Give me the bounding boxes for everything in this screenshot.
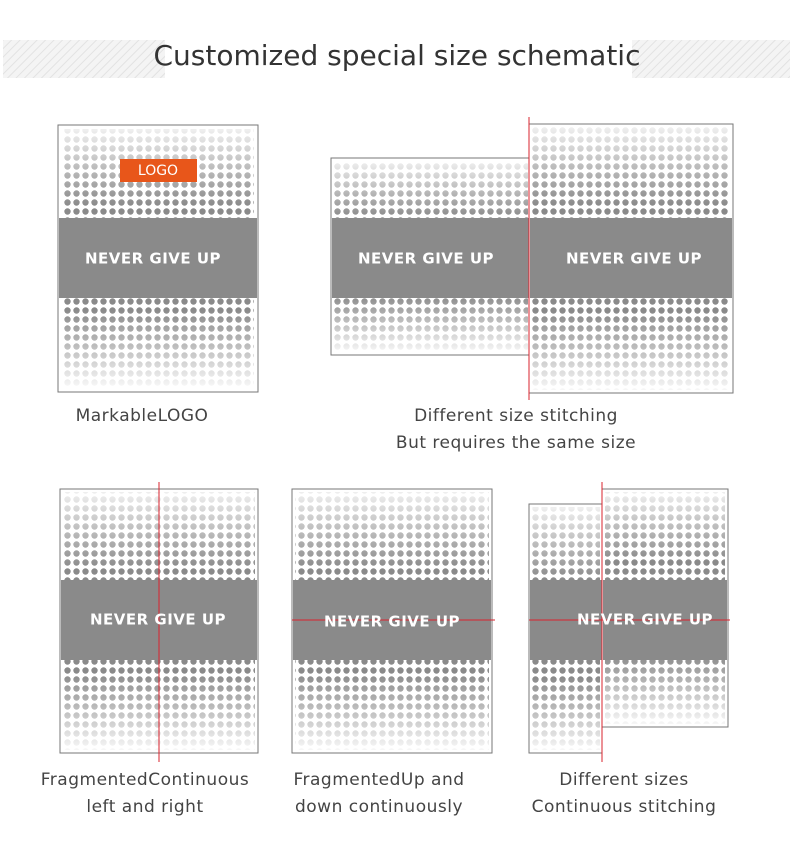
title-deco	[632, 40, 790, 78]
caption: But requires the same size	[396, 433, 636, 453]
slogan: NEVER GIVE UP	[324, 613, 460, 631]
caption: down continuously	[295, 797, 463, 817]
title: Customized special size schematic	[154, 39, 641, 72]
logo: LOGO	[138, 163, 178, 179]
caption: left and right	[86, 797, 203, 817]
slogan: NEVER GIVE UP	[577, 611, 713, 629]
panel: NEVER GIVE UP FragmentedUp and down cont…	[291, 488, 495, 817]
caption: Different sizes	[559, 770, 688, 790]
panel: NEVER GIVE UP Different sizes Continuous…	[528, 482, 730, 817]
slogan: NEVER GIVE UP	[566, 250, 702, 268]
title-deco	[3, 40, 165, 78]
caption: MarkableLOGO	[76, 406, 209, 426]
caption: Different size stitching	[414, 406, 618, 426]
caption: Continuous stitching	[532, 797, 717, 817]
caption: FragmentedUp and	[293, 770, 464, 790]
panel: NEVER GIVE UP FragmentedContinuous left …	[41, 482, 259, 817]
slogan: NEVER GIVE UP	[90, 611, 226, 629]
panel: NEVER GIVE UP NEVER GIVE UP Different si…	[330, 117, 734, 453]
slogan: NEVER GIVE UP	[358, 250, 494, 268]
slogan: NEVER GIVE UP	[85, 250, 221, 268]
caption: FragmentedContinuous	[41, 770, 249, 790]
panel: LOGO NEVER GIVE UP MarkableLOGO	[57, 124, 259, 426]
